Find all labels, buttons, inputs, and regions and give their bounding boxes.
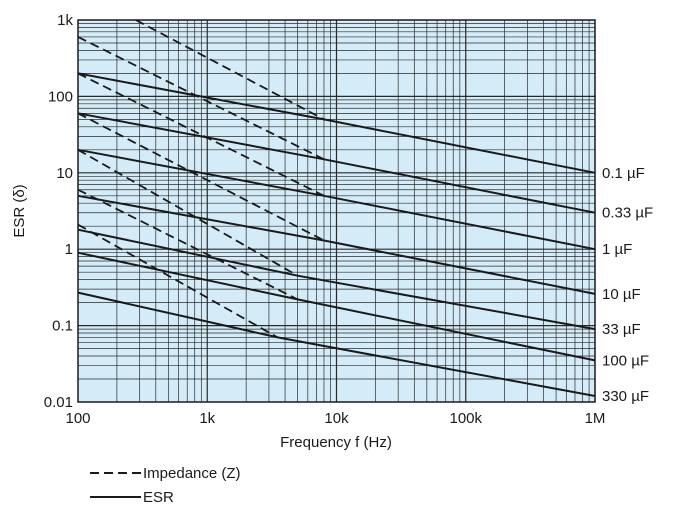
impedance-curve [77,149,299,277]
x-tick-label: 1M [585,410,606,427]
esr-curve [77,228,596,331]
x-tick-label: 1k [199,410,215,427]
y-tick-label: 10 [56,165,73,182]
esr-curves [77,72,596,397]
esr-curve [77,112,596,214]
esr-curve [77,148,596,251]
x-tick-labels: 100 1k 10k 100k 1M [65,410,605,427]
plot-border [77,19,596,403]
esr-curve [77,291,596,397]
capacitance-label: 100 µF [602,352,649,369]
y-tick-labels: 0.01 0.1 1 10 100 1k [44,12,74,411]
impedance-curve [77,188,299,301]
capacitance-label: 10 µF [602,286,641,303]
capacitance-label: 33 µF [602,321,641,338]
x-tick-label: 100k [449,410,482,427]
esr-curve [77,72,596,174]
legend-impedance-label: Impedance (Z) [143,465,241,482]
legend-esr-label: ESR [143,489,174,506]
esr-curve [77,251,596,362]
grid [78,20,595,402]
y-tick-label: 1 [65,241,73,258]
capacitance-label: 1 µF [602,241,632,258]
x-tick-label: 10k [324,410,349,427]
y-tick-label: 100 [48,88,73,105]
impedance-curve [77,223,279,339]
x-axis-label: Frequency f (Hz) [280,434,392,451]
capacitance-label: 330 µF [602,388,649,405]
impedance-curve [77,72,325,197]
y-tick-label: 0.01 [44,394,73,411]
esr-curve [77,194,596,295]
y-tick-label: 1k [57,12,73,29]
y-tick-label: 0.1 [52,318,73,335]
impedance-curve [135,19,325,121]
capacitance-labels: 0.1 µF 0.33 µF 1 µF 10 µF 33 µF 100 µF 330 µF [602,165,653,405]
capacitance-label: 0.1 µF [602,165,645,182]
impedance-curves [77,19,325,339]
y-axis-label: ESR (δ) [11,184,28,237]
legend: Impedance (Z) ESR [90,465,241,506]
impedance-curve [77,112,325,242]
x-tick-label: 100 [65,410,90,427]
capacitance-label: 0.33 µF [602,205,653,222]
impedance-curve [77,36,325,161]
